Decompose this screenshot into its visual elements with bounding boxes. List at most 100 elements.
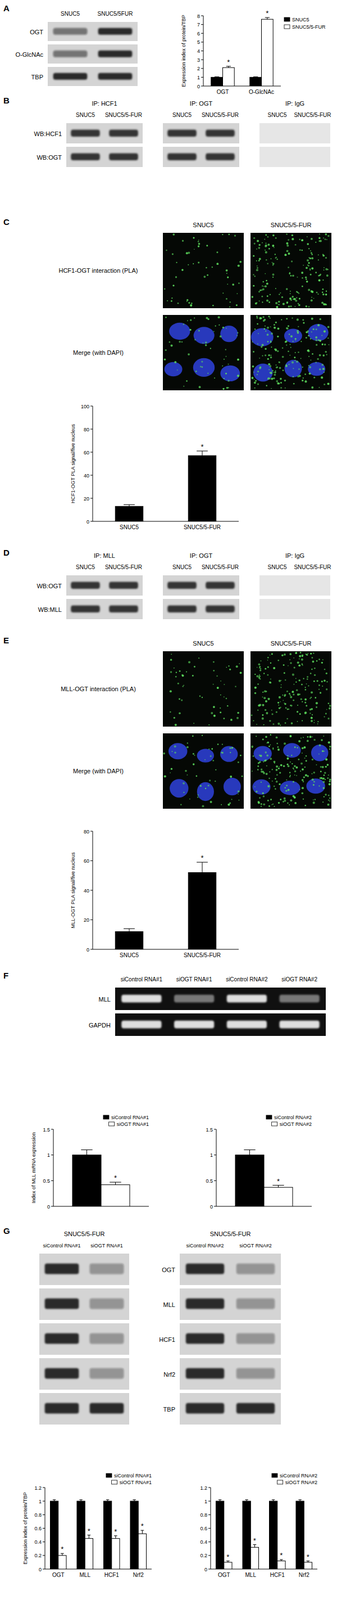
pla-dot	[318, 784, 320, 786]
pla-dot	[294, 299, 298, 302]
pla-dot	[264, 272, 266, 275]
pla-dot	[289, 695, 293, 698]
pla-dot	[269, 653, 271, 655]
pla-dot	[267, 357, 270, 360]
pla-dot	[269, 680, 272, 683]
pla-dot	[170, 767, 173, 769]
pla-dot	[199, 694, 201, 696]
pla-dot	[315, 343, 318, 346]
blot-strip	[162, 598, 240, 619]
pla-dot	[226, 275, 229, 278]
pla-dot	[267, 243, 271, 246]
pla-dot	[231, 283, 235, 286]
pla-dot	[298, 238, 300, 240]
pla-dot	[310, 652, 312, 654]
pla-dot	[291, 689, 294, 692]
pla-dot	[283, 741, 286, 744]
pla-dot	[314, 798, 316, 800]
pla-dot	[322, 658, 324, 660]
pla-dot	[259, 677, 261, 679]
pla-dot	[183, 322, 185, 325]
bar	[235, 1153, 264, 1205]
pla-dot	[172, 284, 175, 286]
tick	[90, 889, 93, 890]
pla-dot	[307, 652, 309, 654]
pla-dot	[222, 292, 224, 294]
pla-dot	[263, 671, 265, 673]
pla-dot	[251, 295, 254, 298]
pla-dot	[309, 269, 311, 271]
band	[44, 1296, 80, 1308]
pla-dot	[210, 799, 213, 803]
pla-dot	[228, 664, 230, 666]
blot-strip	[47, 66, 138, 86]
axis-title: Index of MLL mRNA expression	[30, 1130, 37, 1202]
pla-dot	[264, 750, 267, 753]
pla-dot	[258, 796, 261, 799]
error-bar	[87, 1533, 91, 1537]
tick-label: 0	[86, 945, 90, 952]
blot-title: IP: IgG	[285, 99, 305, 107]
tick	[42, 1567, 45, 1568]
pla-dot	[301, 654, 304, 657]
blot-strip	[39, 1251, 130, 1284]
y-axis	[92, 405, 94, 521]
pla-dot	[321, 343, 324, 345]
pla-dot	[301, 271, 304, 274]
tick	[90, 451, 93, 453]
pla-dot	[275, 764, 279, 767]
blot-strip	[259, 598, 331, 619]
blot-strip	[179, 1286, 281, 1319]
pla-dot	[327, 234, 330, 238]
nucleus	[223, 776, 241, 795]
tick-label: 1.2	[199, 1483, 208, 1489]
pla-dot	[258, 674, 261, 677]
pla-dot	[282, 369, 285, 371]
lane-label: SNUC5	[75, 563, 95, 570]
pla-dot	[291, 295, 294, 298]
category-label: MLL	[79, 1569, 91, 1577]
pla-dot	[321, 764, 325, 768]
pla-dot	[216, 262, 219, 265]
pla-dot	[288, 691, 291, 694]
pla-dot	[283, 663, 285, 666]
pla-dot	[219, 710, 222, 713]
pla-dot	[294, 243, 297, 246]
bar	[103, 1499, 112, 1568]
pla-dot	[309, 711, 311, 713]
pla-dot	[175, 675, 177, 677]
lane-label: siOGT RNA#1	[176, 975, 213, 982]
pla-dot	[305, 278, 308, 280]
pla-dot	[234, 234, 236, 236]
pla-dot	[259, 289, 262, 291]
pla-dot	[309, 696, 311, 698]
blot-strip	[259, 574, 331, 595]
pla-dot	[229, 746, 232, 749]
pla-dot	[280, 685, 282, 687]
category-label: OGT	[217, 1569, 231, 1577]
pla-dot	[321, 291, 323, 293]
pla-dot	[327, 776, 329, 778]
pla-dot	[211, 266, 214, 268]
pla-dot	[308, 371, 312, 375]
bar	[250, 1545, 259, 1568]
pla-dot	[283, 798, 286, 801]
pla-dot	[279, 292, 281, 294]
lane-label: SNUC5/5-FUR	[201, 563, 239, 570]
error-bar	[244, 1497, 249, 1500]
pla-dot	[258, 357, 261, 359]
pla-dot	[298, 757, 300, 760]
pla-dot	[311, 772, 313, 774]
pla-dot	[180, 802, 182, 804]
pla-dot	[260, 345, 263, 348]
row-label: WB:HCF1	[34, 130, 63, 138]
pla-dot	[286, 301, 289, 303]
nucleus	[169, 777, 189, 797]
pla-dot	[194, 338, 197, 341]
plot-area	[50, 1497, 147, 1568]
lane-label: SNUC5/5FUR	[97, 10, 134, 17]
pla-dot	[301, 791, 304, 794]
pla-dot	[289, 271, 291, 273]
pla-dot	[252, 284, 255, 287]
pla-dot	[296, 276, 298, 278]
